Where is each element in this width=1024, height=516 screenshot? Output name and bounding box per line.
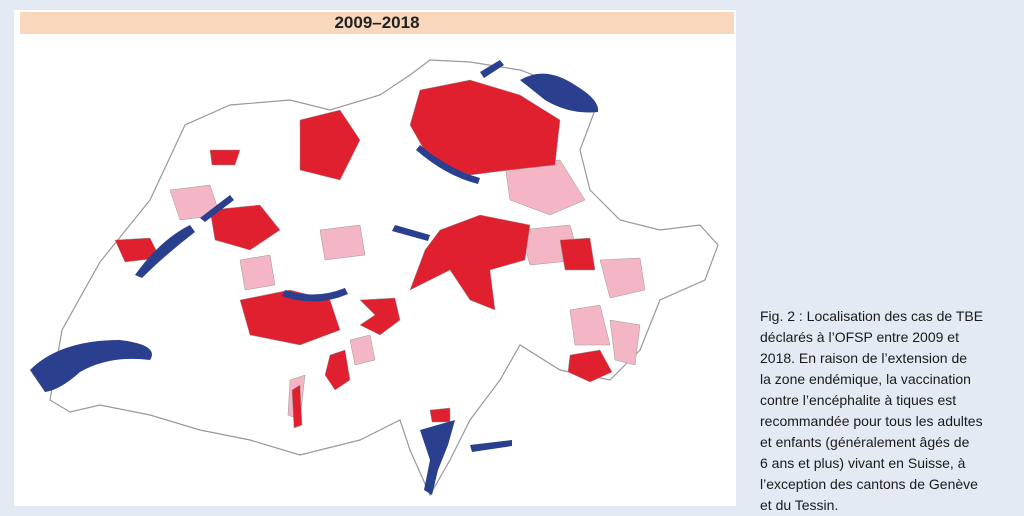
caption-line: et enfants (généralement âgés de — [760, 434, 970, 450]
map — [30, 59, 719, 497]
lakes — [30, 60, 599, 495]
red-areas — [114, 79, 613, 429]
pink-areas — [169, 159, 646, 421]
caption-line: 6 ans et plus) vivant en Suisse, à — [760, 455, 966, 471]
figure-panel: 2009–2018 — [14, 10, 736, 506]
caption-line: la zone endémique, la vaccination — [760, 371, 971, 387]
caption-line: l’exception des cantons de Genève — [760, 476, 978, 492]
caption-line: contre l’encéphalite à tiques est — [760, 392, 957, 408]
caption-line: déclarés à l’OFSP entre 2009 et — [760, 329, 959, 345]
caption-line: 2018. En raison de l’extension de — [760, 350, 968, 366]
caption-line: et du Tessin. — [760, 497, 839, 513]
caption-line: recommandée pour tous les adultes — [760, 413, 983, 429]
caption: Fig. 2 : Localisation des cas de TBE décl… — [760, 306, 1020, 516]
map-title: 2009–2018 — [20, 12, 734, 34]
caption-line: Fig. 2 : Localisation des cas de TBE — [760, 308, 984, 324]
